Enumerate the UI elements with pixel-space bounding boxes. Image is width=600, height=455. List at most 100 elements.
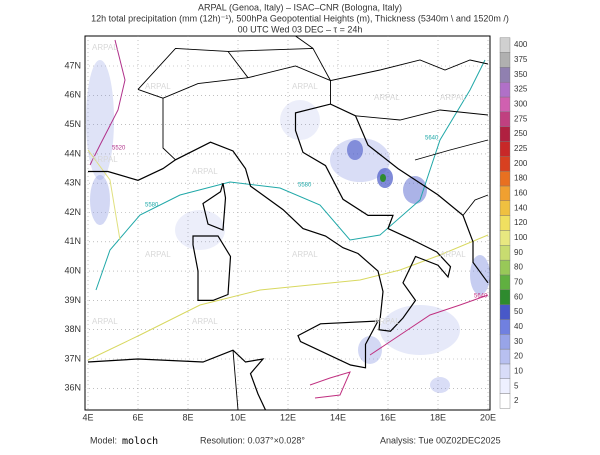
colorbar-label: 80	[514, 263, 523, 272]
contour-label: 5580	[145, 203, 159, 209]
colorbar-label: 375	[514, 55, 528, 64]
watermark: ARPAL	[440, 250, 466, 259]
colorbar-label: 30	[514, 337, 523, 346]
contour-label: 5640	[474, 294, 488, 300]
coastlines	[87, 35, 489, 411]
colorbar-swatch	[499, 170, 511, 187]
colorbar-swatch	[499, 245, 511, 261]
colorbar-label: 180	[514, 174, 528, 183]
colorbar-swatch	[499, 185, 511, 201]
colorbar-swatch	[499, 319, 511, 335]
watermarks: ARPAL ARPAL ARPAL ARPAL ARPAL ARPAL ARPAL ARPAL…	[92, 43, 466, 326]
lon-label: 4E	[82, 412, 93, 422]
colorbar-label: 200	[514, 159, 528, 168]
lat-label: 42N	[64, 207, 81, 217]
contours	[87, 39, 489, 399]
colorbar-label: 100	[514, 233, 528, 242]
lat-label: 43N	[64, 178, 81, 188]
lat-label: 39N	[64, 295, 81, 305]
colorbar-swatch	[499, 215, 511, 231]
watermark: ARPAL	[374, 93, 400, 102]
colorbar-swatch	[499, 289, 511, 305]
lon-label: 6E	[132, 412, 143, 422]
colorbar-swatch	[499, 230, 511, 246]
colorbar-label: 400	[514, 40, 528, 49]
footer-resolution: Resolution: 0.037°×0.028°	[200, 435, 305, 445]
colorbar-label: 20	[514, 352, 523, 361]
colorbar-label: 5	[514, 381, 519, 390]
watermark: ARPAL	[92, 155, 118, 164]
footer-model: moloch	[122, 436, 158, 447]
lat-label: 45N	[64, 119, 81, 129]
colorbar-label: 120	[514, 218, 528, 227]
colorbar-swatch	[499, 52, 511, 68]
watermark: ARPAL	[145, 82, 171, 91]
contour-label: 5520	[112, 146, 126, 152]
colorbar-swatch	[499, 259, 511, 276]
map: ARPAL ARPAL ARPAL ARPAL ARPAL ARPAL ARPAL ARPAL…	[84, 35, 491, 411]
colorbar-swatch	[499, 81, 511, 98]
lat-label: 40N	[64, 265, 81, 275]
lon-label: 8E	[182, 412, 193, 422]
watermark: ARPAL	[292, 250, 318, 259]
colorbar-label: 160	[514, 188, 528, 197]
colorbar-swatch	[499, 200, 511, 216]
lon-label: 16E	[380, 412, 396, 422]
colorbar-swatch	[499, 37, 511, 53]
colorbar-swatch	[499, 111, 511, 127]
title-line: 00 UTC Wed 03 DEC – τ = 24h	[238, 24, 363, 34]
watermark: ARPAL	[92, 43, 118, 52]
watermark: ARPAL	[292, 82, 318, 91]
colorbar-swatch	[499, 363, 511, 379]
contour-label: 5580	[298, 183, 312, 189]
lon-label: 10E	[230, 412, 246, 422]
colorbar-label: 300	[514, 100, 528, 109]
colorbar-swatch	[499, 96, 511, 113]
watermark: ARPAL	[92, 317, 118, 326]
lat-label: 44N	[64, 148, 81, 158]
lon-label: 12E	[280, 412, 296, 422]
lat-label: 36N	[64, 383, 81, 393]
colorbar-label: 275	[514, 114, 528, 123]
colorbar-label: 250	[514, 129, 528, 138]
colorbar-label: 90	[514, 248, 523, 257]
lat-label: 37N	[64, 353, 81, 363]
colorbar-label: 2	[514, 396, 519, 405]
colorbar-label: 50	[514, 307, 523, 316]
colorbar-swatch	[499, 334, 511, 350]
colorbar-swatch	[499, 348, 511, 365]
watermark: ARPAL	[440, 93, 466, 102]
lat-label: 47N	[64, 60, 81, 70]
watermark: ARPAL	[145, 250, 171, 259]
colorbar-swatch	[499, 126, 511, 142]
colorbar-swatch	[499, 304, 511, 320]
colorbar-swatch	[499, 141, 511, 157]
watermark: ARPAL	[374, 317, 400, 326]
precipitation	[86, 60, 490, 393]
colorbar-label: 40	[514, 322, 523, 331]
watermark: ARPAL	[192, 317, 218, 326]
map-frame	[84, 35, 491, 411]
lon-label: 20E	[480, 412, 496, 422]
contour-labels: 5520 5580 5580 5640 5640	[112, 136, 488, 300]
colorbar-swatch	[499, 67, 511, 83]
lat-label: 38N	[64, 324, 81, 334]
lon-label: 14E	[330, 412, 346, 422]
colorbar-label: 70	[514, 277, 523, 286]
contour-label: 5640	[425, 136, 439, 142]
watermark: ARPAL	[192, 167, 218, 176]
lat-label: 41N	[64, 236, 81, 246]
colorbar-label: 225	[514, 144, 528, 153]
colorbar-label: 140	[514, 203, 528, 212]
colorbar-label: 325	[514, 85, 528, 94]
footer-analysis: Analysis: Tue 00Z02DEC2025	[380, 435, 501, 445]
colorbar-swatch	[499, 156, 511, 172]
colorbar-swatch	[499, 393, 511, 409]
colorbar-label: 10	[514, 366, 523, 375]
colorbar-label: 60	[514, 292, 523, 301]
colorbar-swatch	[499, 274, 511, 290]
title-line: 12h total precipitation (mm (12h)⁻¹), 50…	[91, 13, 509, 23]
lat-label: 46N	[64, 90, 81, 100]
lon-label: 18E	[430, 412, 446, 422]
